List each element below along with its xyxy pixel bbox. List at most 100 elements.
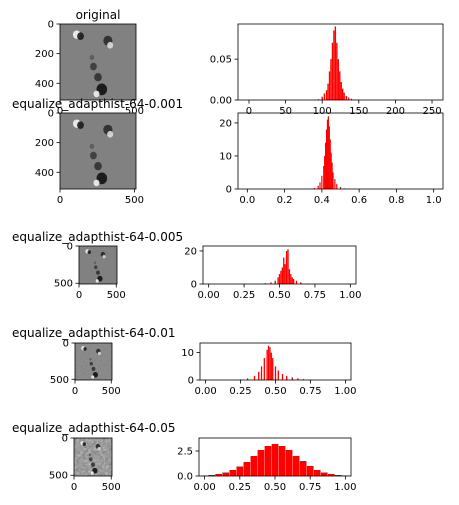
histogram-y-tick-label: 0 bbox=[226, 185, 232, 196]
histogram-bar bbox=[313, 188, 316, 189]
histogram-bar bbox=[288, 269, 291, 284]
histogram-y-tick-label: 20 bbox=[219, 118, 232, 129]
histogram-bar bbox=[271, 444, 279, 476]
histogram-bar bbox=[313, 470, 321, 476]
histogram-bar bbox=[274, 280, 276, 284]
histogram-x-tick-label: 0.25 bbox=[229, 386, 251, 397]
image-feature bbox=[77, 32, 84, 40]
histogram-bar bbox=[302, 379, 305, 380]
image-y-tick-label: 200 bbox=[35, 138, 54, 149]
histogram-bar bbox=[290, 274, 292, 284]
histogram-x-tick-label: 0.4 bbox=[314, 195, 330, 206]
histogram-x-tick-label: 0.00 bbox=[193, 482, 215, 493]
histogram-bar bbox=[327, 474, 335, 476]
image-y-tick-label: 400 bbox=[35, 79, 54, 90]
histogram-bar bbox=[317, 185, 319, 189]
panel-2: 0 5000200400equalize_adapthist-64-0.0010.… bbox=[12, 97, 444, 206]
histogram-bar bbox=[287, 249, 289, 284]
histogram-x-tick-label: 250 bbox=[422, 106, 441, 117]
histogram-frame bbox=[237, 23, 444, 101]
histogram-bar bbox=[330, 152, 332, 189]
histogram-x-tick-label: 0.75 bbox=[299, 482, 321, 493]
histogram-bar bbox=[347, 97, 350, 100]
histogram-bar bbox=[285, 250, 288, 284]
histogram-bar bbox=[208, 475, 216, 476]
histogram-x-tick-label: 0.00 bbox=[194, 386, 216, 397]
subplot-title: equalize_adapthist-64-0.005 bbox=[12, 230, 183, 244]
histogram-y-tick-label: 0.00 bbox=[210, 96, 232, 107]
histogram-bar bbox=[331, 42, 334, 100]
histogram-bar bbox=[306, 466, 314, 476]
histogram-bar bbox=[264, 283, 267, 284]
image-x-tick-label: 0 bbox=[57, 106, 63, 117]
histogram-bar bbox=[320, 472, 328, 476]
histogram-bar bbox=[243, 462, 251, 476]
histogram-x-tick-label: 0.2 bbox=[277, 195, 293, 206]
image-y-tick-label: 200 bbox=[35, 49, 54, 60]
image-y-tick-label: 500 bbox=[49, 471, 68, 482]
histogram-bar bbox=[332, 172, 334, 189]
image-x-tick-label: 0 bbox=[71, 482, 77, 493]
image-feature bbox=[89, 54, 95, 60]
histogram-bar bbox=[323, 165, 325, 189]
histogram-bar bbox=[236, 466, 244, 476]
histogram-bar bbox=[317, 99, 320, 100]
histogram-bar bbox=[334, 179, 336, 189]
subplot-title: equalize_adapthist-64-0.001 bbox=[12, 97, 183, 111]
subplot-title: equalize_adapthist-64-0.05 bbox=[12, 421, 176, 435]
histogram-y-tick-label: 0.05 bbox=[210, 55, 232, 66]
histogram-x-tick-label: 0.25 bbox=[229, 482, 251, 493]
image-x-tick-label: 0 bbox=[72, 386, 78, 397]
histogram-x-tick-label: 0.50 bbox=[264, 482, 286, 493]
image-feature bbox=[90, 471, 94, 475]
histogram-bar bbox=[266, 349, 268, 380]
image-feature bbox=[107, 130, 114, 138]
histogram-bar bbox=[321, 175, 323, 189]
image-feature bbox=[89, 361, 93, 366]
histogram-x-tick-label: 1.00 bbox=[334, 482, 356, 493]
histogram-bar bbox=[328, 126, 330, 189]
histogram-x-tick-label: 1.00 bbox=[339, 290, 361, 301]
image-y-tick-label: 0 bbox=[48, 20, 54, 31]
histogram-x-tick-label: 0 bbox=[246, 106, 252, 117]
histogram-bar bbox=[274, 366, 277, 380]
image-y-tick-label: 0 bbox=[62, 434, 68, 445]
histogram-bar bbox=[260, 366, 263, 380]
image-feature bbox=[82, 442, 86, 446]
histogram-x-tick-label: 150 bbox=[349, 106, 368, 117]
image-feature bbox=[96, 270, 100, 275]
image-feature bbox=[89, 358, 92, 361]
histogram-bar bbox=[334, 475, 342, 476]
histogram-bar bbox=[278, 274, 281, 284]
image-feature bbox=[97, 351, 101, 355]
histogram-y-tick-label: 20 bbox=[184, 246, 197, 257]
histogram-bar bbox=[324, 155, 326, 189]
histogram-y-tick-label: 0.0 bbox=[177, 472, 193, 483]
image-feature bbox=[90, 151, 97, 160]
image-feature bbox=[92, 371, 98, 378]
histogram-bar bbox=[257, 450, 265, 476]
histogram-bar bbox=[258, 371, 260, 380]
image-x-tick-label: 500 bbox=[102, 386, 121, 397]
histogram-bar bbox=[340, 82, 342, 100]
histogram-x-tick-label: 1.0 bbox=[426, 195, 442, 206]
image-feature bbox=[91, 375, 95, 379]
histogram-bar bbox=[323, 93, 326, 100]
histogram-bar bbox=[329, 139, 331, 189]
image-x-tick-label: 500 bbox=[125, 195, 144, 206]
histogram-x-tick-label: 0.50 bbox=[264, 386, 286, 397]
histogram-axes: 0.00 0.25 0.50 0.75 1.00 0 10 bbox=[181, 342, 357, 397]
histogram-bar bbox=[270, 352, 272, 380]
histogram-x-tick-label: 100 bbox=[313, 106, 332, 117]
histogram-bar bbox=[343, 92, 345, 100]
histogram-bar bbox=[281, 267, 284, 284]
histogram-bar bbox=[336, 42, 338, 100]
image-y-tick-label: 500 bbox=[54, 279, 73, 290]
histogram-bar bbox=[339, 187, 342, 189]
histogram-axes: 0.0 0.2 0.4 0.6 0.8 1.0 0 10 20 bbox=[219, 112, 444, 206]
image-y-tick-label: 400 bbox=[35, 168, 54, 179]
histogram-bar bbox=[300, 282, 302, 284]
